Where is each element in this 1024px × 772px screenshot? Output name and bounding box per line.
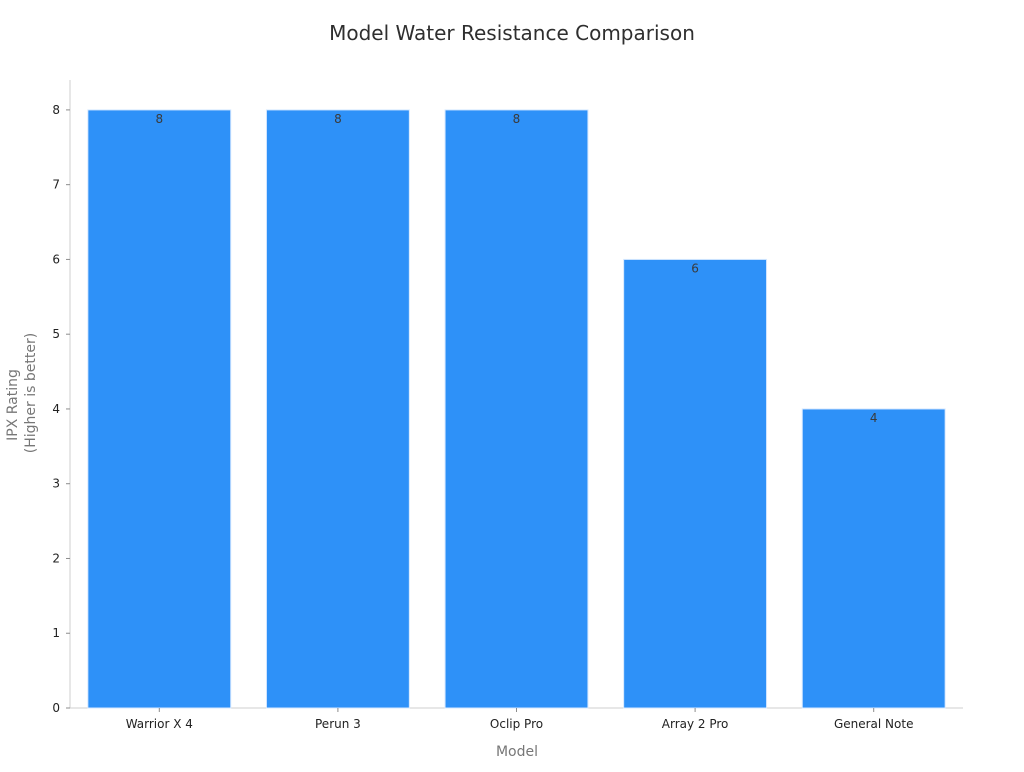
y-tick-label: 3	[52, 477, 60, 491]
y-tick-label: 8	[52, 103, 60, 117]
y-tick-label: 4	[52, 402, 60, 416]
y-axis-title-line-1: IPX Rating	[5, 369, 21, 441]
y-tick-label: 7	[52, 178, 60, 192]
y-tick-label: 1	[52, 626, 60, 640]
bar-value-label: 8	[334, 112, 342, 126]
y-axis-title-line-2: (Higher is better)	[23, 333, 39, 453]
y-axis-title: IPX Rating (Higher is better)	[5, 333, 39, 453]
x-tick-label: Warrior X 4	[126, 717, 193, 731]
bar-value-label: 6	[691, 261, 699, 275]
bar-general-note	[801, 408, 946, 709]
y-tick-label: 2	[52, 551, 60, 565]
x-tick-label: Perun 3	[315, 717, 361, 731]
bar-perun-3	[265, 109, 410, 709]
x-tick-label: General Note	[834, 717, 914, 731]
plot-area: 0 1 2 3 4 5 6 7 8 8 Warrior X 4 8 Perun 3 8 Oclip Pro 6…	[52, 80, 963, 731]
y-tick-label: 6	[52, 252, 60, 266]
chart-title: Model Water Resistance Comparison	[329, 21, 695, 45]
bar-warrior-x-4	[87, 109, 232, 709]
bar-oclip-pro	[444, 109, 589, 709]
bar-array-2-pro	[623, 258, 768, 709]
x-axis-title: Model	[496, 744, 538, 760]
bar-value-label: 4	[870, 411, 878, 425]
x-tick-label: Array 2 Pro	[662, 717, 729, 731]
y-tick-label: 5	[52, 327, 60, 341]
bar-value-label: 8	[513, 112, 521, 126]
bar-value-label: 8	[155, 112, 163, 126]
x-tick-label: Oclip Pro	[490, 717, 543, 731]
y-tick-label: 0	[52, 701, 60, 715]
